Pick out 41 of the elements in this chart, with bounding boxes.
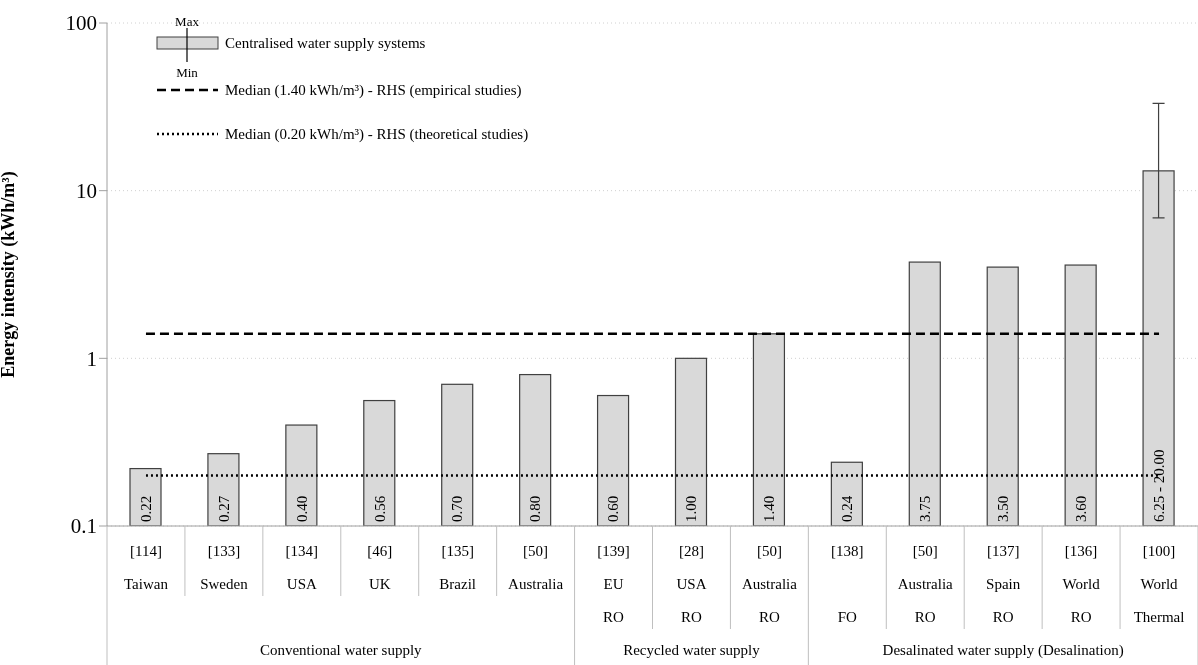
data-label: 3.50 — [994, 495, 1011, 522]
data-label: 0.24 — [839, 495, 856, 522]
x-tick-label: [139] EU RO — [597, 543, 630, 625]
x-tick-label: [133] Sweden — [200, 543, 249, 592]
x-tick-label: [28] USA RO — [676, 543, 707, 625]
data-label: 1.00 — [683, 495, 700, 522]
data-label: 0.80 — [527, 495, 544, 522]
y-tick-label: 1 — [86, 346, 97, 371]
text: Conventional water supply — [259, 642, 423, 658]
x-tick-label: [46] UK — [367, 543, 393, 592]
data-label: 0.60 — [605, 495, 622, 522]
legend-label: Median (1.40 kWh/m³) - RHS (empirical studies) — [225, 82, 522, 99]
x-tick-label: [136] World RO — [1062, 543, 1101, 625]
x-tick-label: [100] World Thermal — [1133, 543, 1185, 625]
annotation: 6.25 - 20.00 — [1150, 449, 1167, 522]
text: Recycled water supply — [623, 642, 761, 658]
data-label: 0.27 — [215, 495, 232, 522]
x-tick-label: [114] Taiwan — [124, 543, 169, 592]
y-axis-title: Energy intensity (kWh/m³) — [0, 171, 20, 378]
category-label: [138] FO — [831, 543, 864, 625]
y-tick-label: 10 — [76, 179, 97, 204]
data-label: 0.70 — [449, 495, 466, 522]
x-tick-label: [137] Spain RO — [986, 543, 1021, 625]
annotation: Min — [176, 65, 199, 80]
y-tick-label: 100 — [65, 11, 97, 36]
legend-label: Centralised water supply systems — [225, 35, 426, 51]
annotation: Max — [175, 14, 200, 29]
data-label: 3.60 — [1072, 495, 1089, 522]
legend-label: Median (0.20 kWh/m³) - RHS (theoretical studies) — [225, 126, 529, 143]
data-label: 0.22 — [137, 495, 154, 522]
data-label: 3.75 — [917, 495, 934, 522]
y-tick-label: 0.1 — [70, 514, 97, 539]
x-tick-label: [50] Australia — [508, 543, 564, 592]
data-label: 1.40 — [761, 495, 778, 522]
data-label: 0.40 — [293, 495, 310, 522]
x-tick-label: [134] USA — [285, 543, 319, 592]
x-tick-label: [135] Brazil — [439, 543, 477, 592]
x-tick-label: [50] Australia RO — [741, 543, 798, 625]
x-tick-label: [50] Australia RO — [897, 543, 954, 625]
data-label: 0.56 — [371, 495, 388, 522]
text: Desalinated water supply (Desalination) — [882, 642, 1124, 659]
